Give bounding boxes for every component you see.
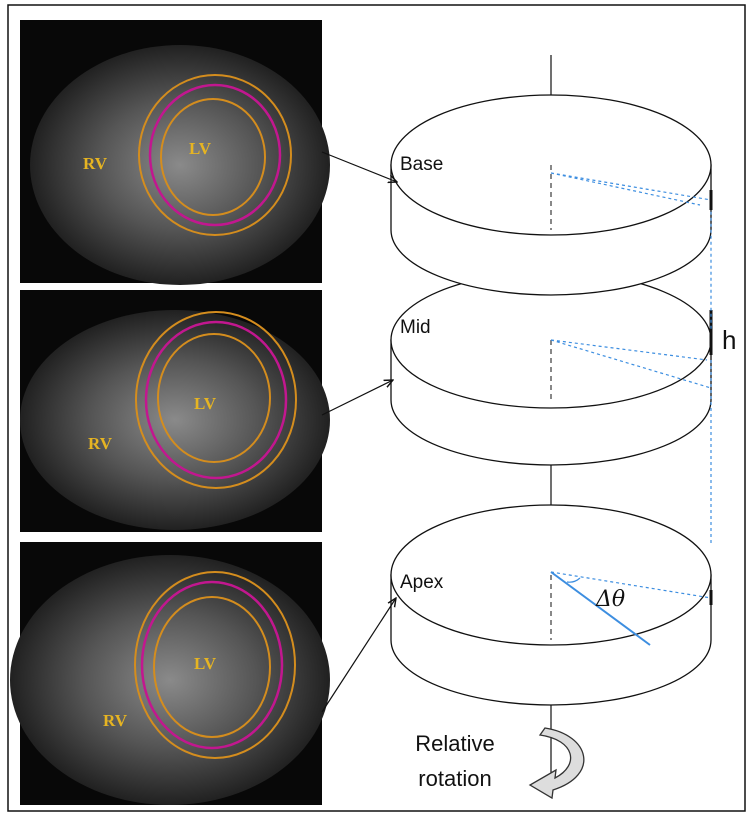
rv-label: RV: [88, 434, 113, 453]
arrow: [322, 598, 396, 712]
height-label: h: [722, 325, 736, 355]
rv-label: RV: [103, 711, 128, 730]
arrow: [322, 152, 397, 182]
mri-panel-base: RV LV: [20, 20, 330, 285]
rotation-label: rotation: [418, 766, 491, 791]
lv-label: LV: [189, 139, 212, 158]
disc-apex: [391, 505, 711, 705]
angle-label: Δθ: [595, 587, 625, 612]
mri-panel-mid: RV LV: [20, 290, 330, 532]
arrow: [322, 380, 393, 415]
lv-label: LV: [194, 394, 217, 413]
disc-label: Mid: [400, 317, 431, 338]
lv-label: LV: [194, 654, 217, 673]
disc-label: Base: [400, 154, 443, 175]
rotation-icon: [530, 728, 584, 798]
figure: RV LV RV LV RV LV: [0, 0, 750, 815]
rotation-label: Relative: [415, 731, 494, 756]
disc-mid: [391, 272, 711, 465]
mri-panel-apex: RV LV: [10, 542, 330, 805]
rv-label: RV: [83, 154, 108, 173]
disc-label: Apex: [400, 572, 444, 593]
